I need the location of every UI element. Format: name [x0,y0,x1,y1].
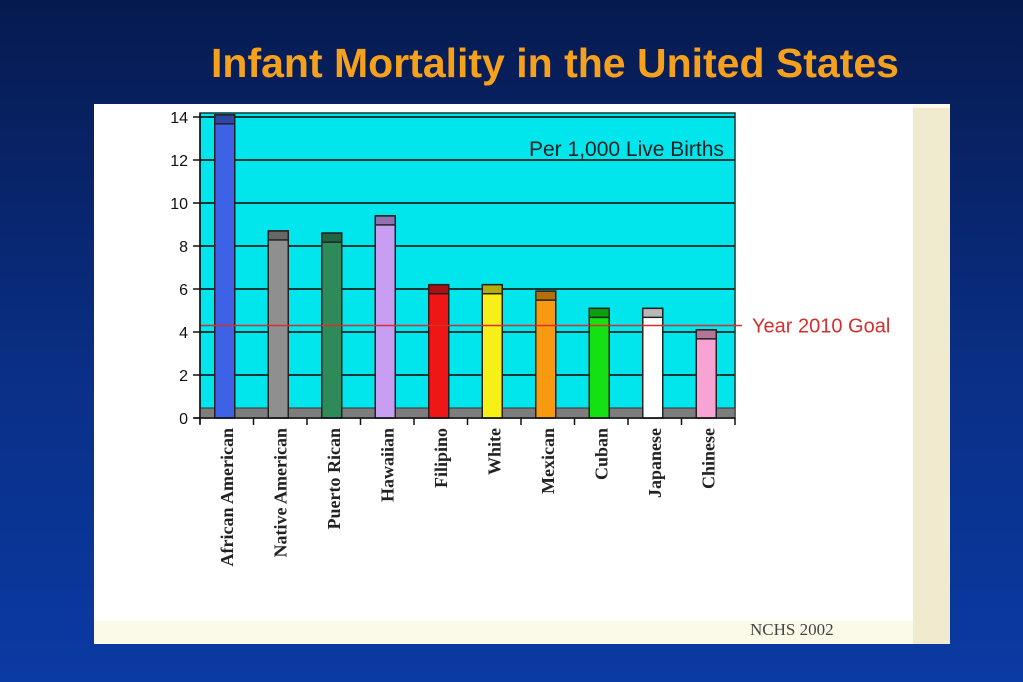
x-tick-labels: African American Native American Puerto Ri… [217,428,719,566]
bar-body [428,283,450,419]
bar-cap [267,230,289,241]
bar [374,215,396,419]
gridlines [199,116,736,419]
bar [214,114,236,419]
x-tick-label: White [484,428,504,475]
bar-body [481,283,503,419]
chart-panel-shadow [913,108,950,644]
y-tick-label: 14 [170,110,188,127]
bar [428,283,450,419]
y-tick-label: 2 [179,368,188,385]
y-tick-label: 10 [170,196,188,213]
x-tick-label: African American [217,428,237,566]
bar-body [695,329,717,419]
y-tick-label: 0 [179,411,188,428]
x-tick-label: Mexican [538,428,558,494]
bar-cap [214,114,236,125]
bar [535,290,557,419]
slide-title: Infant Mortality in the United States [211,40,899,86]
bar-cap [695,329,717,340]
y-tick-label: 4 [179,325,188,342]
x-tick-label: Puerto Rican [324,428,344,529]
y-tick-label: 8 [179,239,188,256]
bar-cap [588,307,610,319]
bar-cap [374,215,396,226]
bar-body [267,230,289,419]
y-tick-label: 6 [179,282,188,299]
y-tick-labels: 0 2 4 6 8 10 12 14 [170,110,188,428]
x-tick-label: Cuban [591,428,611,480]
bar-body [214,114,236,419]
bar [642,307,664,419]
x-tick-label: Chinese [698,428,718,489]
bar-cap [321,232,343,243]
bar [267,230,289,419]
bar [588,307,610,419]
bar-body [588,307,610,419]
axes [193,113,736,425]
bar [695,329,717,419]
bar-body [642,307,664,419]
bar-cap [642,307,664,319]
bar-cap [481,283,503,295]
bar-cap [535,290,557,301]
x-tick-label: Filipino [431,428,451,488]
units-annotation: Per 1,000 Live Births [529,138,724,161]
bar-cap [428,283,450,295]
bar [481,283,503,419]
goal-label: Year 2010 Goal [752,316,890,338]
bar-body [535,290,557,419]
x-tick-label: Hawaiian [377,428,397,502]
x-tick-label: Native American [270,428,290,557]
y-tick-label: 12 [170,153,188,170]
source-note: NCHS 2002 [750,620,834,639]
bar-body [374,215,396,419]
x-tick-label: Japanese [645,428,665,498]
